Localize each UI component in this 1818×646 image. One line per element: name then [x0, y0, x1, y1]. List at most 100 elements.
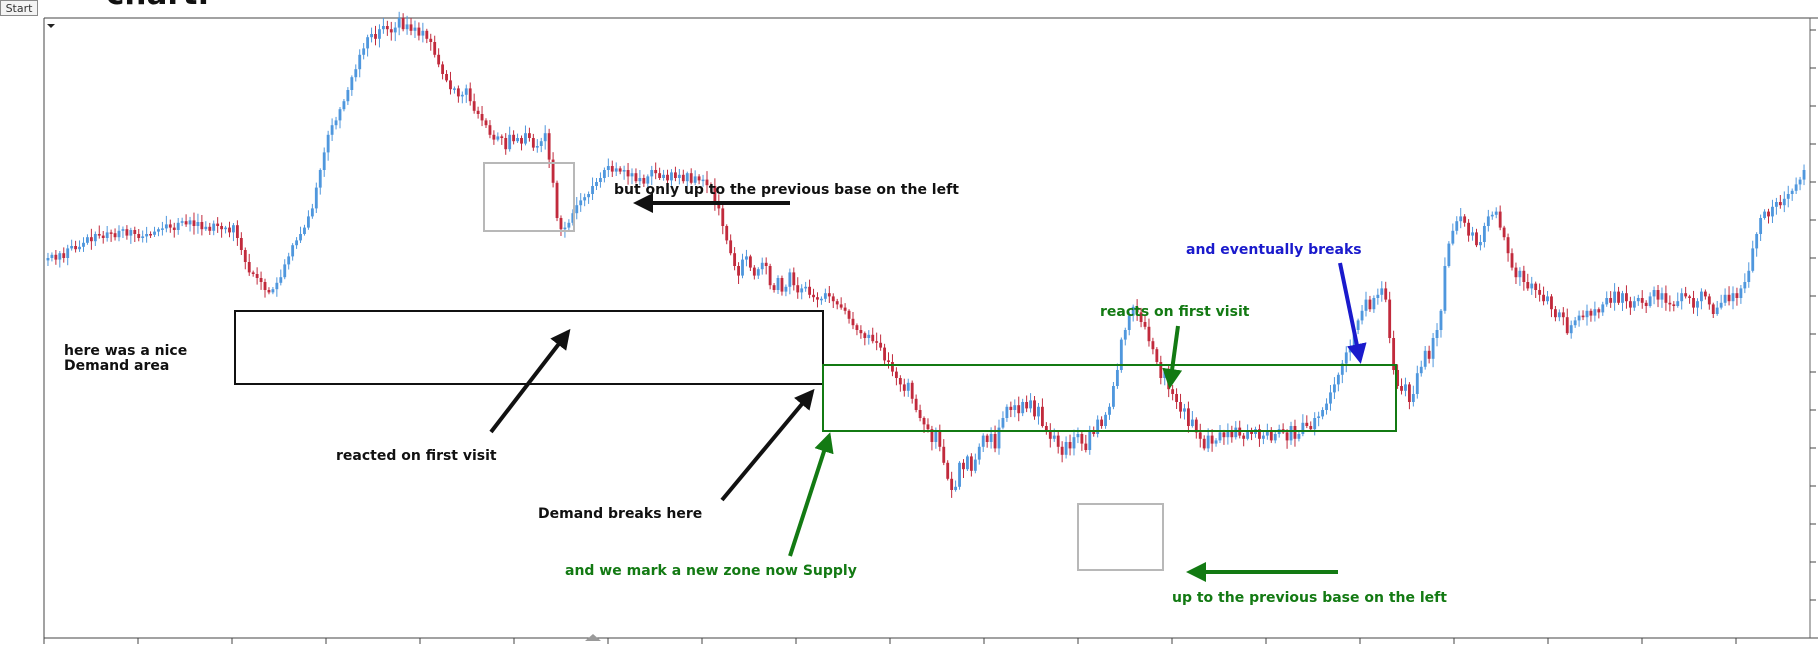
candle-body: [232, 225, 235, 233]
candle-body: [1786, 194, 1790, 199]
candle-body: [1289, 426, 1293, 441]
candle-body: [1589, 310, 1593, 316]
candle-body: [425, 30, 429, 39]
candle-body: [1554, 309, 1557, 318]
candle-body: [259, 278, 263, 282]
candle-body: [1001, 418, 1005, 428]
candle-body: [307, 216, 310, 228]
candle-body: [520, 138, 523, 144]
candle-body: [583, 197, 587, 201]
candle-body: [1514, 267, 1518, 278]
candle-body: [1092, 430, 1096, 434]
candle-body: [1546, 296, 1549, 302]
base-box-top: [483, 162, 575, 232]
candle-body: [1068, 442, 1072, 449]
candle-body: [1396, 370, 1399, 386]
start-button[interactable]: Start: [0, 0, 38, 16]
candle-body: [516, 138, 519, 142]
candle-body: [1798, 179, 1802, 185]
candle-body: [1234, 427, 1238, 438]
candle-body: [1680, 293, 1684, 302]
candle-body: [251, 272, 255, 274]
candle-body: [101, 235, 105, 238]
candle-body: [1388, 299, 1392, 338]
candle-body: [1033, 400, 1036, 417]
candle-body: [906, 382, 910, 391]
candle-body: [453, 88, 456, 90]
candle-body: [1313, 418, 1317, 430]
candle-body: [74, 246, 78, 250]
candle-body: [413, 27, 417, 31]
candle-body: [338, 109, 342, 121]
candle-body: [228, 227, 231, 233]
candle-body: [1636, 298, 1640, 302]
candle-body: [969, 456, 973, 471]
candle-body: [468, 88, 472, 102]
candle-body: [1609, 298, 1613, 303]
candle-body: [1376, 294, 1380, 298]
candle-body: [737, 266, 740, 276]
candle-body: [334, 120, 338, 126]
candle-body: [1743, 282, 1747, 289]
candle-body: [291, 245, 295, 257]
candle-body: [591, 186, 594, 194]
candle-body: [745, 256, 748, 260]
chart-menu-triangle[interactable]: [47, 24, 55, 28]
candle-body: [58, 253, 62, 260]
candle-body: [1498, 211, 1502, 228]
candle-body: [1688, 296, 1692, 298]
candle-body: [1297, 434, 1301, 439]
candle-body: [299, 234, 302, 241]
candle-body: [141, 236, 145, 238]
note-previous-base-bottom: up to the previous base on the left: [1172, 590, 1447, 606]
candle-body: [1309, 426, 1313, 430]
scroll-marker[interactable]: [585, 634, 601, 641]
candles-series: [46, 11, 1806, 498]
candle-body: [721, 208, 725, 226]
candle-body: [1475, 232, 1478, 246]
candle-body: [46, 258, 50, 261]
candle-body: [638, 178, 642, 182]
candle-body: [1139, 312, 1143, 322]
candle-body: [547, 133, 551, 160]
candle-body: [385, 26, 389, 30]
candle-body: [1112, 386, 1115, 407]
candle-body: [164, 224, 168, 229]
candle-body: [1147, 326, 1151, 342]
note-demand-breaks: Demand breaks here: [538, 506, 702, 522]
candle-body: [1407, 384, 1411, 402]
candle-body: [650, 170, 654, 177]
candle-body: [137, 234, 141, 238]
candle-body: [1672, 304, 1676, 306]
candle-body: [610, 166, 614, 172]
candle-body: [622, 170, 626, 172]
candle-body: [1727, 294, 1731, 302]
candle-body: [149, 234, 152, 236]
candle-body: [839, 304, 843, 308]
candle-body: [441, 64, 445, 74]
candle-body: [1329, 392, 1332, 404]
candle-body: [1569, 325, 1573, 334]
candle-body: [322, 152, 326, 170]
candle-body: [539, 141, 543, 146]
candle-body: [1088, 430, 1092, 450]
candle-body: [1131, 306, 1135, 316]
candle-body: [1317, 416, 1321, 418]
candle-body: [626, 170, 630, 177]
candle-body: [855, 325, 859, 330]
candle-body: [1632, 301, 1636, 308]
candle-body: [977, 446, 981, 460]
candle-body: [1115, 370, 1119, 386]
candle-body: [1542, 294, 1545, 302]
candle-body: [460, 94, 464, 97]
candle-body: [666, 174, 669, 181]
candle-body: [1561, 312, 1565, 318]
candle-body: [113, 233, 117, 238]
candle-body: [1668, 302, 1672, 305]
candle-body: [1044, 426, 1048, 431]
candle-body: [1392, 338, 1396, 370]
candle-body: [867, 334, 871, 338]
candle-body: [879, 342, 883, 348]
candle-body: [1463, 216, 1467, 223]
candle-body: [1183, 408, 1186, 412]
